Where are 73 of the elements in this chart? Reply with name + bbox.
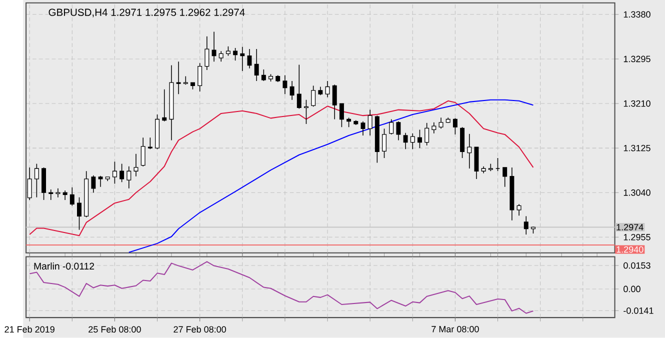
candlestick bbox=[162, 89, 167, 122]
candlestick bbox=[56, 188, 60, 198]
candlestick bbox=[176, 61, 181, 95]
candlestick bbox=[126, 166, 132, 189]
candlestick bbox=[212, 31, 216, 62]
candlestick bbox=[240, 46, 245, 72]
candlestick bbox=[134, 154, 138, 177]
candlestick bbox=[204, 36, 210, 70]
candlestick bbox=[112, 161, 117, 184]
candlestick bbox=[77, 197, 82, 230]
candlestick bbox=[198, 62, 202, 92]
y-tick-label: 1.3295 bbox=[624, 56, 650, 62]
candlestick bbox=[233, 48, 238, 62]
candlestick bbox=[120, 163, 124, 183]
ref-line-label: 1.2974 bbox=[616, 224, 644, 230]
candlestick bbox=[389, 118, 394, 135]
y-tick-label: 1.3040 bbox=[624, 190, 650, 196]
candlestick bbox=[502, 167, 508, 188]
candlestick bbox=[48, 189, 54, 200]
candlestick bbox=[332, 84, 337, 120]
candlestick bbox=[396, 121, 401, 141]
x-tick-label: 7 Mar 08:00 bbox=[432, 326, 479, 332]
candlestick bbox=[516, 204, 522, 216]
y-tick-label: -0.0141 bbox=[624, 308, 654, 314]
candlestick bbox=[311, 85, 316, 108]
y-tick-label: 1.3125 bbox=[624, 144, 650, 152]
line-series bbox=[29, 261, 534, 314]
candlestick bbox=[254, 48, 259, 82]
candlestick bbox=[282, 74, 288, 95]
candlestick bbox=[247, 48, 252, 69]
x-tick-label: 27 Feb 08:00 bbox=[174, 326, 226, 333]
candlestick bbox=[339, 103, 344, 128]
chart-title: GBPUSD,H4 1.2971 1.2975 1.2962 1.2974 bbox=[48, 8, 245, 18]
candlestick bbox=[290, 80, 294, 100]
candlestick bbox=[140, 137, 146, 167]
candlestick bbox=[98, 176, 103, 188]
candlestick bbox=[360, 121, 366, 136]
y-tick-label: 1.2955 bbox=[624, 234, 650, 240]
candlestick bbox=[403, 132, 408, 150]
candlestick bbox=[34, 163, 39, 198]
candlestick bbox=[467, 134, 472, 169]
candlestick bbox=[148, 137, 152, 150]
candlestick bbox=[452, 118, 458, 135]
candlestick bbox=[296, 64, 302, 110]
series-label: Marlin -0.0112 bbox=[34, 262, 94, 270]
y-tick-label: 0.0153 bbox=[624, 262, 650, 269]
y-tick-label: 1.3380 bbox=[624, 11, 650, 18]
candlestick bbox=[368, 110, 372, 136]
candlestick bbox=[424, 122, 430, 146]
ref-line-label: 1.2940 bbox=[616, 246, 644, 253]
y-tick-label: 0.00 bbox=[624, 286, 640, 292]
candlestick bbox=[27, 167, 32, 200]
candlestick bbox=[261, 69, 266, 82]
x-tick-label: 21 Feb 2019 bbox=[4, 326, 54, 333]
candlestick bbox=[62, 190, 68, 200]
candlestick bbox=[410, 133, 415, 150]
candlestick bbox=[91, 175, 96, 194]
candlestick bbox=[218, 50, 224, 62]
y-tick-label: 1.3210 bbox=[624, 100, 650, 107]
candlestick bbox=[226, 46, 230, 56]
candlestick bbox=[460, 126, 465, 158]
line-series bbox=[29, 100, 534, 236]
candlestick bbox=[438, 117, 444, 130]
candlestick bbox=[70, 187, 74, 206]
line-series bbox=[128, 99, 534, 253]
candlestick bbox=[524, 216, 528, 236]
candlestick bbox=[304, 100, 308, 124]
candlestick bbox=[346, 117, 352, 128]
candlestick bbox=[325, 80, 330, 98]
x-tick-label: 25 Feb 08:00 bbox=[88, 326, 141, 333]
candlestick bbox=[432, 122, 436, 134]
candlestick bbox=[417, 129, 422, 149]
candlestick bbox=[382, 128, 387, 158]
